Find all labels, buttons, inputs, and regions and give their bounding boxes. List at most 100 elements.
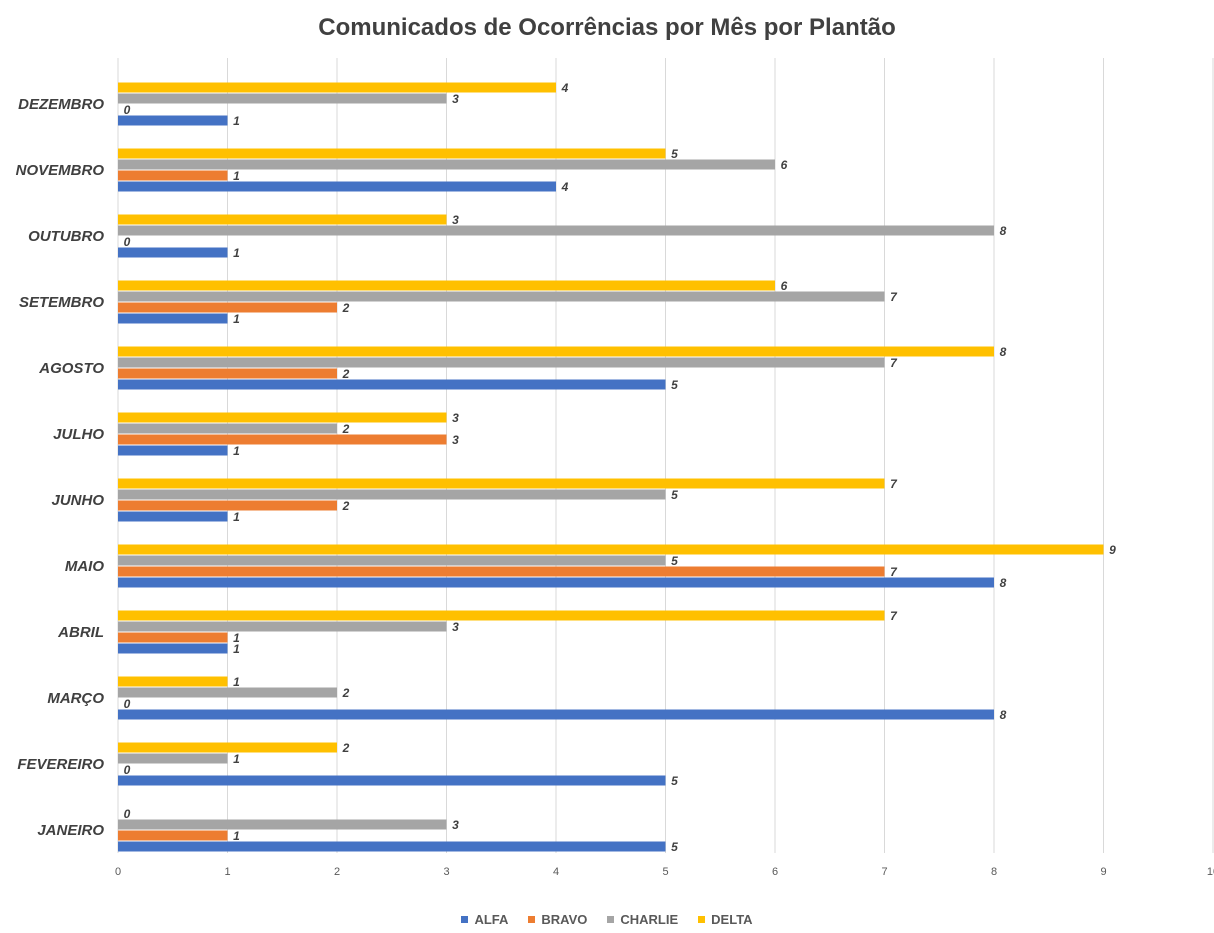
data-label: 7 — [890, 609, 898, 623]
bar-bravo — [118, 302, 337, 313]
bar-delta — [118, 280, 775, 291]
bar-delta — [118, 676, 228, 687]
bar-charlie — [118, 291, 885, 302]
data-label: 1 — [233, 246, 240, 260]
category-labels: JANEIRO FEVEREIRO MARÇO ABRIL MAIO JUNHO JULHO… — [16, 96, 105, 839]
bar-charlie — [118, 225, 994, 236]
data-label: 1 — [233, 752, 240, 766]
bar-alfa — [118, 115, 228, 126]
data-labels: 5130501280211137875912571323527812761083… — [124, 81, 1117, 854]
category-label: MAIO — [65, 558, 104, 575]
data-label: 1 — [233, 114, 240, 128]
bars — [118, 82, 1104, 852]
bar-alfa — [118, 313, 228, 324]
data-label: 4 — [561, 180, 569, 194]
data-label: 8 — [1000, 345, 1007, 359]
category-label: DEZEMBRO — [18, 96, 104, 113]
category-label: AGOSTO — [38, 360, 104, 377]
legend-item-bravo: BRAVO — [528, 912, 587, 927]
bar-alfa — [118, 445, 228, 456]
data-label: 1 — [233, 675, 240, 689]
category-label: OUTUBRO — [28, 228, 104, 245]
data-label: 2 — [342, 422, 350, 436]
x-tick-label: 7 — [881, 866, 887, 878]
category-label: NOVEMBRO — [16, 162, 105, 179]
legend-item-delta: DELTA — [698, 912, 753, 927]
bar-alfa — [118, 379, 666, 390]
data-label: 1 — [233, 829, 240, 843]
bar-delta — [118, 544, 1104, 555]
bar-alfa — [118, 577, 994, 588]
data-label: 2 — [342, 686, 350, 700]
bar-delta — [118, 610, 885, 621]
bar-charlie — [118, 621, 447, 632]
bar-alfa — [118, 709, 994, 720]
bar-delta — [118, 412, 447, 423]
bar-bravo — [118, 632, 228, 643]
data-label: 5 — [671, 147, 678, 161]
data-label: 6 — [781, 158, 788, 172]
data-label: 1 — [233, 444, 240, 458]
bar-bravo — [118, 566, 885, 577]
bar-bravo — [118, 434, 447, 445]
data-label: 5 — [671, 488, 678, 502]
category-label: MARÇO — [47, 690, 104, 707]
category-label: JUNHO — [51, 492, 104, 509]
bar-charlie — [118, 423, 337, 434]
bar-alfa — [118, 511, 228, 522]
x-tick-label: 5 — [662, 866, 668, 878]
legend-label: BRAVO — [541, 912, 588, 927]
bar-bravo — [118, 368, 337, 379]
legend: ALFA BRAVO CHARLIE DELTA — [0, 912, 1214, 927]
data-label: 1 — [233, 642, 240, 656]
bar-bravo — [118, 500, 337, 511]
legend-swatch — [698, 916, 706, 923]
bar-charlie — [118, 555, 666, 566]
legend-label: CHARLIE — [620, 912, 679, 927]
bar-delta — [118, 346, 994, 357]
legend-item-alfa: ALFA — [461, 912, 508, 927]
data-label: 3 — [452, 411, 459, 425]
x-tick-label: 3 — [443, 866, 449, 878]
data-label: 7 — [890, 477, 898, 491]
bar-bravo — [118, 830, 228, 841]
bar-alfa — [118, 643, 228, 654]
bar-chart: 5130501280211137875912571323527812761083… — [16, 58, 1214, 878]
data-label: 2 — [342, 301, 350, 315]
data-label: 0 — [124, 763, 131, 777]
x-tick-label: 0 — [115, 866, 121, 878]
bar-alfa — [118, 775, 666, 786]
data-label: 8 — [1000, 708, 1007, 722]
data-label: 1 — [233, 631, 240, 645]
x-axis-tick-labels: 0 1 2 3 4 5 6 7 8 9 10 — [115, 866, 1214, 878]
data-label: 2 — [342, 499, 350, 513]
bar-delta — [118, 214, 447, 225]
data-label: 0 — [124, 807, 131, 821]
bar-delta — [118, 82, 556, 93]
data-label: 7 — [890, 290, 898, 304]
bar-delta — [118, 478, 885, 489]
bar-charlie — [118, 159, 775, 170]
x-tick-label: 4 — [553, 866, 559, 878]
data-label: 4 — [561, 81, 569, 95]
category-label: JANEIRO — [37, 822, 104, 839]
x-tick-label: 6 — [772, 866, 778, 878]
data-label: 9 — [1109, 543, 1116, 557]
bar-alfa — [118, 181, 556, 192]
data-label: 3 — [452, 433, 459, 447]
category-label: SETEMBRO — [19, 294, 104, 311]
x-tick-label: 1 — [224, 866, 230, 878]
x-tick-label: 9 — [1100, 866, 1106, 878]
x-tick-label: 10 — [1207, 866, 1214, 878]
data-label: 5 — [671, 378, 678, 392]
data-label: 1 — [233, 169, 240, 183]
bar-alfa — [118, 841, 666, 852]
data-label: 5 — [671, 840, 678, 854]
data-label: 0 — [124, 697, 131, 711]
bar-delta — [118, 742, 337, 753]
data-label: 7 — [890, 565, 898, 579]
data-label: 3 — [452, 620, 459, 634]
data-label: 3 — [452, 213, 459, 227]
x-tick-label: 8 — [991, 866, 997, 878]
category-label: JULHO — [53, 426, 104, 443]
